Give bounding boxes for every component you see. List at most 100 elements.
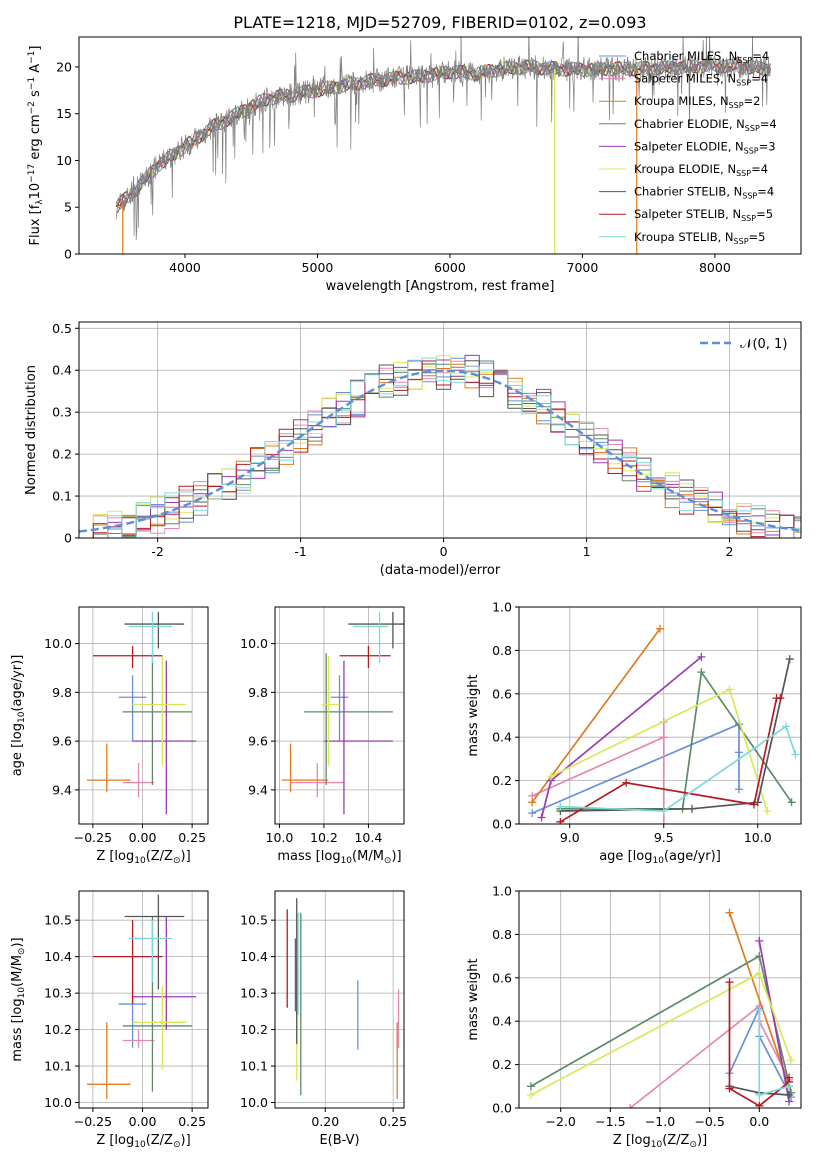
series-marker (556, 802, 565, 811)
legend-entry: Kroupa ELODIE, NSSP=4 (634, 162, 768, 178)
x-tick-label: 0.25 (178, 1114, 206, 1129)
normal-curve (79, 369, 800, 533)
y-axis-label: Flux [fλ10−17 erg cm−2 s−1 A−1] (27, 46, 45, 246)
series-marker (725, 908, 734, 917)
series-line (559, 697, 781, 823)
point-salpeter-miles (122, 1029, 155, 1048)
y-tick-label: 10.4 (44, 949, 72, 964)
legend-entry: Salpeter STELIB, NSSP=5 (634, 207, 773, 223)
x-axis-label-part: (M/M (352, 849, 384, 864)
point-salpeter-stelib (339, 646, 391, 668)
x-tick-label: 0.00 (129, 1114, 157, 1129)
legend-entry-name: Chabrier MILES, N (634, 49, 737, 63)
y-axis-label-part: erg cm (28, 114, 43, 163)
point-kroupa-miles (86, 1022, 131, 1099)
series-marker (755, 1090, 764, 1099)
y-axis-label: mass [log10(M/M⊙)] (10, 937, 27, 1061)
y-tick-label: 0.4 (492, 730, 512, 745)
y-tick-label: 0.2 (492, 1057, 512, 1072)
chart-mass-weight-vs-Z: −2.0 −1.5 −1.0 −0.5 0.0 0.0 0.2 0.4 0.6 0.8 1.0 Z [… (466, 884, 802, 1150)
y-tick-label: 10.4 (240, 949, 268, 964)
legend-entry-name: Chabrier ELODIE, N (634, 117, 745, 131)
histogram-kroupa-stelib (79, 357, 801, 538)
observed-spectrum (115, 37, 771, 241)
series-marker (697, 668, 706, 677)
legend-entry-count: =4 (751, 72, 768, 86)
legend-entry-count: =3 (759, 139, 776, 153)
series-marker (626, 1104, 635, 1108)
series-kroupa-elodie (546, 685, 772, 815)
x-axis-label: E(B-V) (319, 1133, 359, 1148)
x-axis-label-part: )] (391, 849, 401, 864)
point-kroupa-stelib (128, 611, 173, 664)
legend-entry: Chabrier MILES, NSSP=4 (634, 49, 769, 65)
series-marker (787, 1056, 796, 1065)
y-tick-label: 5 (64, 200, 72, 215)
legend-entry-subscript: SSP (741, 214, 756, 223)
axes-frame (78, 321, 802, 539)
y-axis-label: age [log10(age/yr)] (10, 655, 27, 777)
chart-mass-weight-vs-age: 9.0 9.5 10.0 0.0 0.2 0.4 0.6 0.8 1.0 age [log10(a… (466, 600, 802, 866)
y-tick-label: 0.0 (492, 1101, 512, 1116)
x-tick-label: 0.25 (379, 1114, 407, 1129)
series-marker (659, 806, 668, 815)
series-marker (734, 785, 743, 794)
y-tick-label: 10.0 (44, 636, 72, 651)
x-tick-label: 0.25 (178, 830, 206, 845)
legend-entry-subscript: SSP (744, 146, 759, 155)
y-tick-label: 0.4 (52, 363, 72, 378)
x-tick-label: −0.25 (74, 1114, 112, 1129)
plot-area (286, 898, 400, 1099)
series-line (530, 972, 792, 1096)
y-tick-label: 10.3 (240, 986, 268, 1001)
legend-entry-name: Salpeter MILES, N (634, 72, 736, 86)
x-axis-label-part: mass [log (277, 849, 340, 864)
x-tick-label: −0.5 (694, 1114, 724, 1129)
chart-age-vs-Z: −0.25 0.00 0.259.49.69.810.0Z [log10(Z/Z⊙)… (10, 606, 209, 866)
series-line (560, 658, 791, 812)
x-axis-label-part: Z [log (613, 1133, 651, 1148)
y-axis-label-part: ⊙ (17, 948, 27, 956)
series-marker (556, 817, 565, 824)
y-tick-label: 0 (64, 247, 72, 262)
point-salpeter-stelib (92, 920, 163, 1005)
y-tick-label: 10.0 (240, 1095, 268, 1110)
x-axis-label-part: ⊙ (384, 856, 392, 866)
legend-entry-name: Salpeter ELODIE, N (634, 139, 744, 153)
legend-entry: Salpeter ELODIE, NSSP=3 (634, 139, 776, 155)
x-tick-label: 1 (583, 544, 591, 559)
y-tick-label: 10.0 (44, 1095, 72, 1110)
legend-entry-count: =4 (752, 49, 769, 63)
y-tick-label: 0.5 (52, 321, 72, 336)
y-axis-label-part: 10 (17, 711, 27, 723)
series-line (758, 940, 790, 1102)
x-tick-label: 7000 (567, 260, 599, 275)
y-tick-label: 10.0 (240, 636, 268, 651)
x-tick-label: −0.25 (74, 830, 112, 845)
series-marker (725, 685, 734, 694)
plot-area (526, 908, 796, 1108)
y-tick-label: 10.5 (240, 913, 268, 928)
x-axis-label-part: (Z/Z (146, 1133, 173, 1148)
y-axis-label-part: (age/yr)] (10, 655, 25, 712)
y-tick-label: 9.4 (248, 782, 268, 797)
x-axis-label-part: 10 (134, 1140, 146, 1150)
point-kroupa-stelib (128, 920, 173, 983)
series-chabrier-miles (528, 720, 743, 818)
series-marker (755, 969, 764, 978)
x-axis-label-part: Z [log (96, 849, 134, 864)
legend-entry-count: =4 (757, 185, 774, 199)
y-axis-label-part: s (28, 90, 43, 101)
series-marker (785, 655, 794, 664)
legend-entry-name: Kroupa STELIB, N (634, 230, 734, 244)
x-axis-label: age [log10(age/yr)] (599, 849, 721, 866)
x-tick-label: -1 (294, 544, 306, 559)
histogram-legend: 𝒩(0, 1) (700, 337, 787, 352)
axes-frame (78, 890, 209, 1109)
legend-entry: Chabrier STELIB, NSSP=4 (634, 185, 774, 201)
y-tick-label: 10.1 (240, 1059, 268, 1074)
x-tick-label: 4000 (169, 260, 201, 275)
y-tick-label: 9.6 (52, 734, 72, 749)
plot-area (86, 611, 197, 815)
